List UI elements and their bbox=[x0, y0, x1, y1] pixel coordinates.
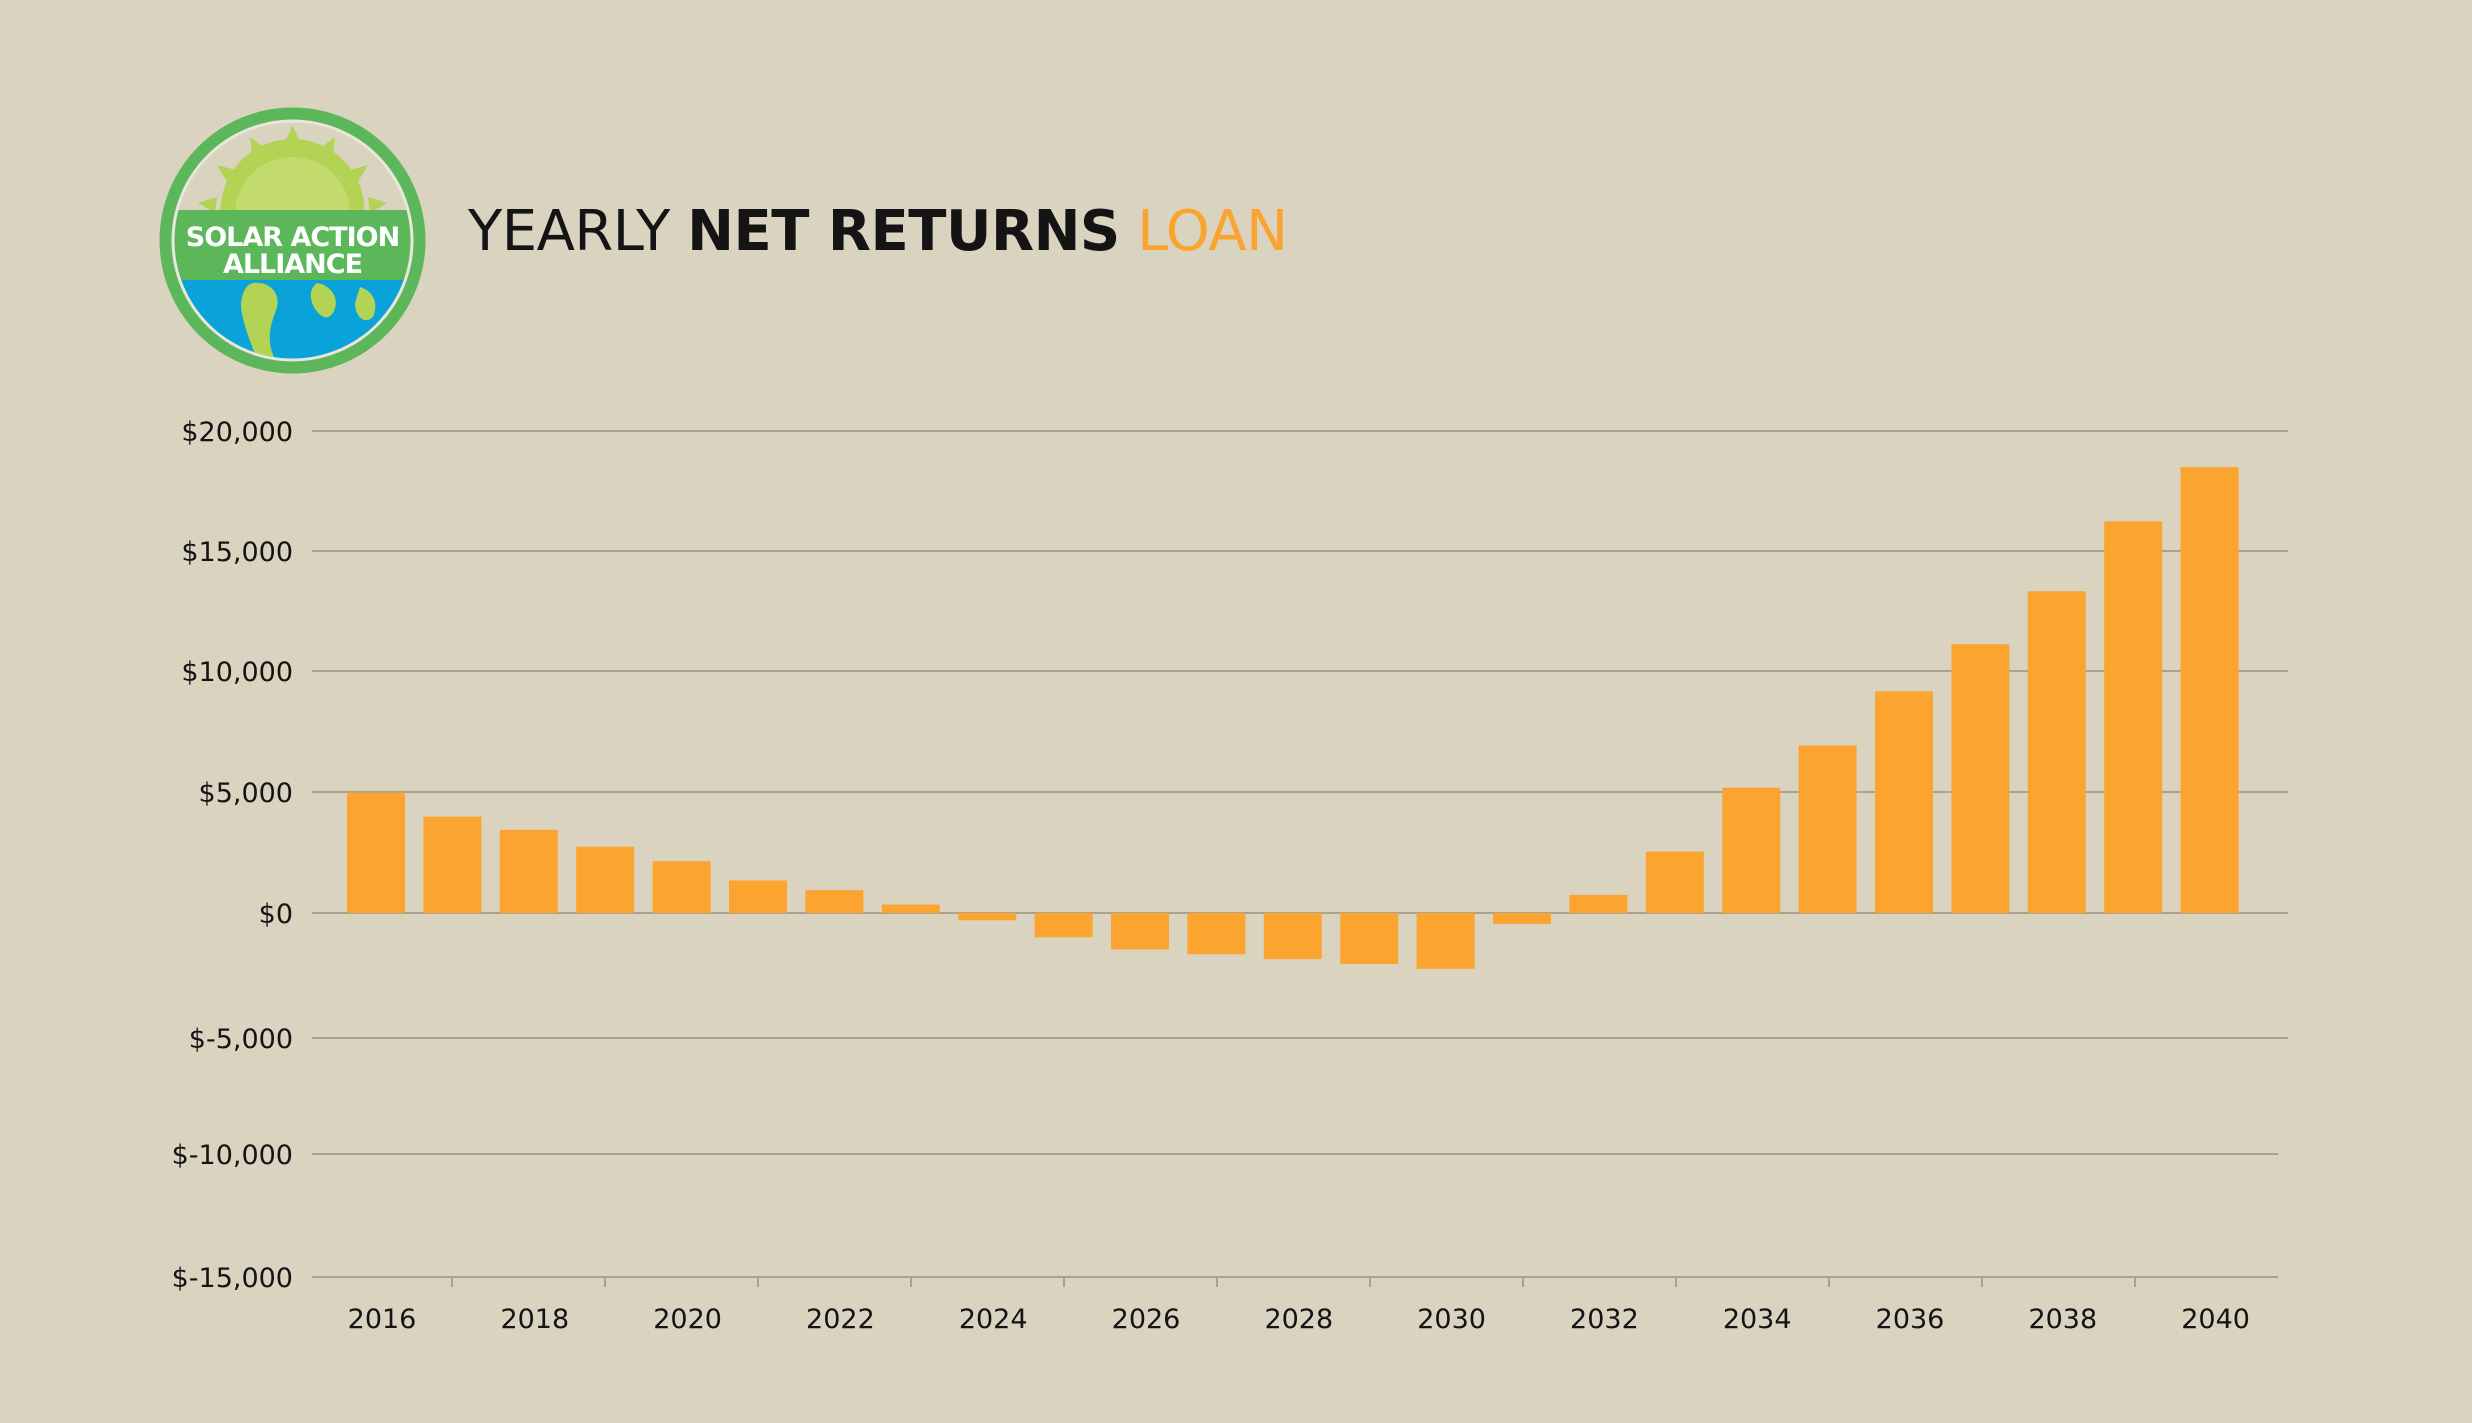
bar-2024 bbox=[958, 913, 1017, 921]
bar-2028 bbox=[1263, 913, 1322, 960]
x-tick-label: 2030 bbox=[1417, 1304, 1486, 1335]
x-tick-label: 2018 bbox=[500, 1304, 569, 1335]
y-tick-label: $-10,000 bbox=[172, 1140, 293, 1171]
y-tick-label: $-15,000 bbox=[172, 1263, 293, 1294]
bar-2030 bbox=[1416, 913, 1475, 969]
bar-2032 bbox=[1569, 894, 1628, 913]
y-tick-label: $10,000 bbox=[181, 657, 293, 688]
bar-2019 bbox=[576, 846, 635, 913]
bar-2034 bbox=[1722, 787, 1781, 913]
x-tick-label: 2020 bbox=[653, 1304, 722, 1335]
y-tick-label: $0 bbox=[259, 899, 293, 930]
y-tick-label: $-5,000 bbox=[189, 1024, 293, 1055]
bar-2016 bbox=[347, 792, 405, 913]
chart-bars bbox=[347, 467, 2239, 969]
x-tick-label: 2028 bbox=[1264, 1304, 1333, 1335]
x-tick-label: 2016 bbox=[348, 1304, 417, 1335]
logo-banner bbox=[174, 210, 411, 280]
bar-2035 bbox=[1798, 745, 1857, 913]
y-tick-label: $5,000 bbox=[199, 778, 293, 809]
x-tick-label: 2038 bbox=[2028, 1304, 2097, 1335]
title-part-yearly: YEARLY bbox=[468, 199, 688, 264]
x-tick-label: 2036 bbox=[1876, 1304, 1945, 1335]
logo-text-line2: ALLIANCE bbox=[223, 249, 362, 280]
bar-2039 bbox=[2104, 521, 2163, 913]
x-tick-label: 2040 bbox=[2181, 1304, 2250, 1335]
bar-2040 bbox=[2180, 467, 2239, 913]
bar-2026 bbox=[1111, 913, 1169, 950]
x-tick-label: 2034 bbox=[1723, 1304, 1792, 1335]
logo-text-line1: SOLAR ACTION bbox=[186, 222, 399, 253]
bar-2038 bbox=[2027, 591, 2086, 913]
bar-2018 bbox=[499, 829, 558, 913]
bar-2033 bbox=[1645, 851, 1704, 913]
bar-2017 bbox=[423, 816, 482, 913]
x-tick-label: 2022 bbox=[806, 1304, 875, 1335]
chart-x-tick-labels: 2016 2018 2020 2022 2024 2026 2028 2030 2032 2034… bbox=[348, 1304, 2250, 1335]
chart-y-tick-labels: $20,000 $15,000 $10,000 $5,000 $0 $-5,000 $-10… bbox=[172, 417, 293, 1294]
chart-title: YEARLY NET RETURNS LOAN bbox=[468, 196, 1288, 268]
x-tick-label: 2024 bbox=[959, 1304, 1028, 1335]
logo-earth-continents bbox=[241, 282, 376, 359]
chart-x-axis bbox=[451, 1277, 2136, 1287]
solar-action-alliance-logo: SOLAR ACTION ALLIANCE bbox=[159, 107, 426, 374]
y-tick-label: $15,000 bbox=[181, 537, 293, 568]
x-tick-label: 2032 bbox=[1570, 1304, 1639, 1335]
bar-2036 bbox=[1875, 691, 1933, 913]
bar-2027 bbox=[1187, 913, 1246, 955]
bar-2029 bbox=[1340, 913, 1399, 964]
bar-2021 bbox=[729, 880, 787, 913]
title-part-loan: LOAN bbox=[1119, 199, 1288, 264]
bar-2023 bbox=[881, 904, 940, 913]
x-tick-label: 2026 bbox=[1112, 1304, 1181, 1335]
title-part-net-returns: NET RETURNS bbox=[687, 199, 1120, 264]
bar-2020 bbox=[652, 861, 711, 913]
bar-2025 bbox=[1034, 913, 1093, 938]
bar-2022 bbox=[805, 890, 864, 913]
y-tick-label: $20,000 bbox=[181, 417, 293, 448]
bar-2037 bbox=[1951, 644, 2010, 913]
bar-2031 bbox=[1493, 913, 1551, 924]
